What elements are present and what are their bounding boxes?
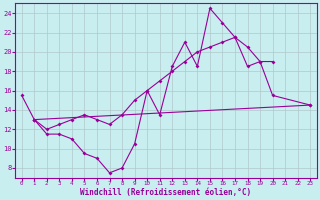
X-axis label: Windchill (Refroidissement éolien,°C): Windchill (Refroidissement éolien,°C) bbox=[80, 188, 252, 197]
